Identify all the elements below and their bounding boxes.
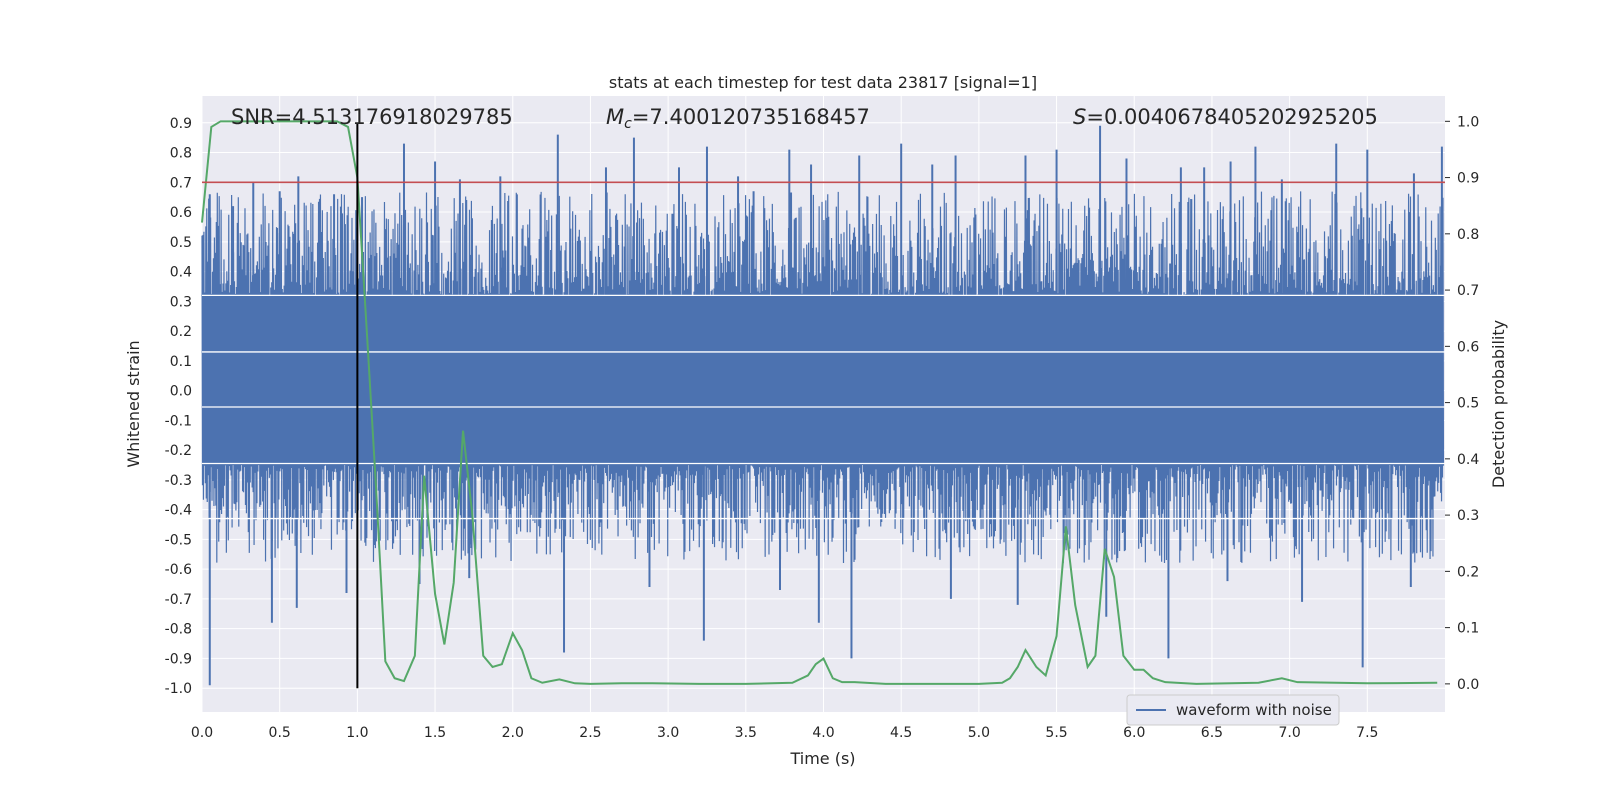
y-left-tick-label: -0.9 (165, 651, 192, 667)
y-right-tick-label: 0.9 (1457, 171, 1479, 187)
y-right-tick-label: 0.1 (1457, 621, 1479, 637)
y-right-tick-label: 0.6 (1457, 339, 1479, 355)
s-symbol: S (1073, 105, 1086, 129)
x-tick-label: 1.0 (346, 725, 368, 741)
x-tick-label: 0.0 (191, 725, 213, 741)
legend-waveform-label: waveform with noise (1176, 701, 1332, 719)
left-y-tick-labels: 0.9 0.8 0.7 0.6 0.5 0.4 0.3 0.2 0.1 0.0 -0.1 -0.2 -0… (165, 116, 192, 697)
legend: waveform with noise (1126, 694, 1340, 726)
y-right-tick-label: 0.8 (1457, 227, 1479, 243)
y-right-tick-label: 0.3 (1457, 508, 1479, 524)
x-tick-label: 4.5 (890, 725, 912, 741)
waveform-series (201, 125, 1445, 686)
left-y-axis-label: Whitened strain (124, 340, 143, 467)
y-left-tick-label: 0.0 (170, 384, 192, 400)
y-left-tick-label: 0.7 (170, 175, 192, 191)
x-tick-labels: 0.0 0.5 1.0 1.5 2.0 2.5 3.0 3.5 4.0 4.5 5.0 5.5 6.0 6… (191, 725, 1379, 741)
x-tick-label: 5.0 (968, 725, 990, 741)
x-tick-label: 5.5 (1045, 725, 1067, 741)
y-left-tick-label: 0.1 (170, 354, 192, 370)
chirp-mass-annotation: Mc=7.400120735168457 (606, 105, 870, 132)
y-left-tick-label: -0.6 (165, 562, 192, 578)
legend-box (1126, 694, 1340, 726)
right-y-tick-labels: 1.0 0.9 0.8 0.7 0.6 0.5 0.4 0.3 0.2 0.1 0.0 (1445, 114, 1479, 693)
x-axis-label: Time (s) (789, 749, 855, 768)
chirp-mass-symbol: M (606, 105, 624, 129)
snr-annotation: SNR=4.513176918029785 (231, 105, 513, 129)
y-left-tick-label: -1.0 (165, 681, 192, 697)
y-left-tick-label: -0.1 (165, 413, 192, 429)
y-left-tick-label: -0.7 (165, 592, 192, 608)
chart-title: stats at each timestep for test data 238… (609, 73, 1037, 92)
waveform-line (201, 191, 1445, 564)
x-tick-label: 7.0 (1278, 725, 1300, 741)
y-left-tick-label: -0.8 (165, 622, 192, 638)
y-left-tick-label: 0.3 (170, 294, 192, 310)
x-tick-label: 6.0 (1123, 725, 1145, 741)
y-left-tick-label: 0.2 (170, 324, 192, 340)
s-annotation: S=0.0040678405202925205 (1073, 105, 1378, 129)
y-left-tick-label: -0.4 (165, 503, 192, 519)
y-left-tick-label: 0.6 (170, 205, 192, 221)
y-left-tick-label: -0.2 (165, 443, 192, 459)
x-tick-label: 6.5 (1201, 725, 1223, 741)
y-left-tick-label: 0.8 (170, 146, 192, 162)
x-tick-label: 2.5 (579, 725, 601, 741)
x-tick-label: 0.5 (269, 725, 291, 741)
y-right-tick-label: 0.7 (1457, 283, 1479, 299)
x-tick-label: 2.0 (502, 725, 524, 741)
y-right-tick-label: 0.0 (1457, 677, 1479, 693)
y-left-tick-label: -0.5 (165, 532, 192, 548)
y-left-tick-label: 0.9 (170, 116, 192, 132)
x-tick-label: 4.0 (812, 725, 834, 741)
y-right-tick-label: 0.5 (1457, 396, 1479, 412)
y-left-tick-label: 0.5 (170, 235, 192, 251)
y-right-tick-label: 0.4 (1457, 452, 1479, 468)
y-left-tick-label: 0.4 (170, 265, 192, 281)
chirp-mass-value: =7.400120735168457 (632, 105, 870, 129)
right-y-axis-label: Detection probability (1489, 320, 1508, 488)
y-right-tick-label: 0.2 (1457, 564, 1479, 580)
x-tick-label: 1.5 (424, 725, 446, 741)
y-right-tick-label: 1.0 (1457, 114, 1479, 130)
x-tick-label: 3.0 (657, 725, 679, 741)
s-value: =0.0040678405202925205 (1086, 105, 1378, 129)
chirp-mass-subscript: c (624, 116, 632, 132)
x-tick-label: 7.5 (1356, 725, 1378, 741)
y-left-tick-label: -0.3 (165, 473, 192, 489)
x-tick-label: 3.5 (735, 725, 757, 741)
